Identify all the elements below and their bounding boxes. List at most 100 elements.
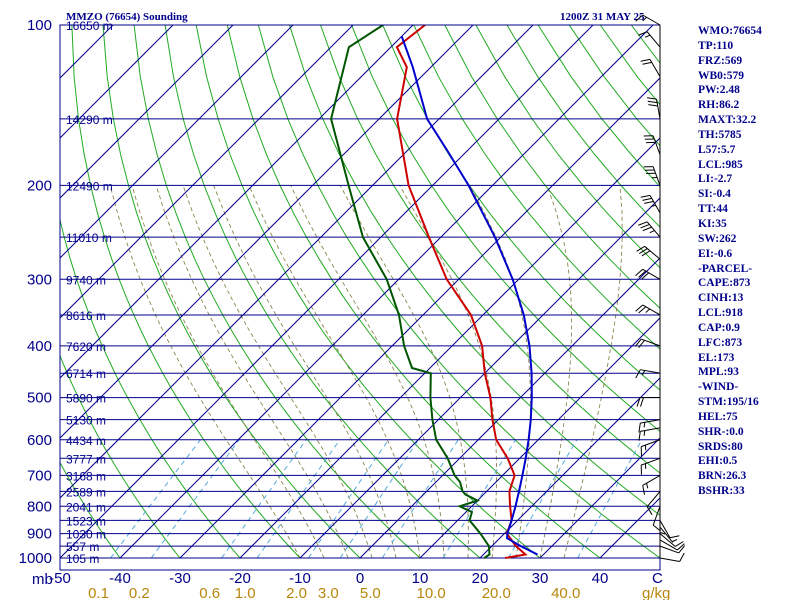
moist-adiabat [469,185,531,559]
index-item: -PARCEL- [698,262,753,275]
wind-barb-icon [635,369,661,379]
wind-barb-half-feather [645,34,651,38]
temperature-tick-label: 10 [412,570,429,587]
wind-barb-staff [640,419,661,424]
height-label: 2589 m [66,485,106,499]
isotherm [299,197,660,559]
wind-barb-staff [640,369,661,374]
isotherm [60,25,534,499]
wind-barb-half-feather [645,308,650,313]
wind-barb-feather [636,245,645,252]
temperature-tick-label: 30 [532,570,549,587]
index-item: RH:86.2 [698,99,740,112]
station-title: MMZO (76654) Sounding [66,11,188,23]
wind-barb-feather [642,226,652,232]
wind-barb-staff [659,545,679,554]
height-label: 9740 m [66,273,106,287]
mixing-ratio-line [150,439,240,559]
wind-barb-feather [635,14,644,22]
wind-barb-half-feather [649,230,655,234]
isotherm [60,25,174,139]
wind-barb-feather [635,304,644,312]
wind-barb-feather [638,221,648,226]
wind-barb-half-feather [643,430,646,436]
mixing-ratio-line [308,439,389,559]
index-item: CAP:0.9 [698,321,740,334]
height-label: 3777 m [66,452,106,466]
height-label: 12490 m [66,179,113,193]
index-item: LCL:985 [698,158,743,171]
isotherm [239,137,660,559]
wind-barb-staff [640,427,661,432]
isotherm [479,377,660,559]
wind-barb-feather [647,100,658,104]
wind-barb-icon [635,268,661,280]
mixing-ratio-tick-label: 1.0 [235,585,256,600]
height-label: 6714 m [66,367,106,381]
wind-barb-staff [652,506,661,526]
wind-barb-column [634,14,686,562]
wind-barb-feather [647,97,657,100]
wind-barb-icon [642,475,661,495]
temperature-tick-label: -20 [229,570,251,587]
wind-barb-icon [636,397,660,407]
wind-barb-icon [638,427,661,441]
wind-barb-icon [659,520,680,539]
pressure-tick-label: 100 [27,17,52,34]
height-label: 5130 m [66,414,106,428]
pressure-tick-label: 600 [27,432,52,449]
mixing-ratio-line [256,439,341,559]
wind-barb-staff [641,439,661,448]
dry-adiabat [71,25,301,559]
height-label: 14290 m [66,113,113,127]
wind-barb-feather [644,200,654,204]
temperature-tick-label: -40 [109,570,131,587]
wind-barb-feather [634,338,642,347]
dry-adiabat [164,25,481,559]
mixing-ratio-tick-label: 2.0 [286,585,307,600]
wind-barb-feather [646,506,653,516]
index-item: CAPE:873 [698,277,751,290]
height-label: 8616 m [66,309,106,323]
pressure-axis: 100 200 300 400 500 600 700 800 900 1000 [19,17,52,567]
temperature-tick-label: 0 [356,570,364,587]
wind-barb-feather [636,397,641,407]
wind-barb-feather [676,543,685,551]
moist-adiabat [290,185,445,559]
stability-indices-panel: WMO:76654 TP:110 FRZ:569 WB0:579 PW:2.48 RH:8… [698,24,798,499]
temperature-axis: -50 -40 -30 -20 -10 0 10 20 30 40 [49,570,608,587]
pressure-unit-label: mb [32,571,53,588]
index-item: SRDS:80 [698,440,743,453]
wind-barb-half-feather [646,483,649,489]
sounding-time: 1200Z 31 MAY 25 [560,11,645,23]
wind-barb-feather [638,306,647,314]
wind-barb-icon [636,245,661,260]
wind-barb-icon [659,526,678,543]
isotherm-lines [60,25,660,559]
wind-barb-feather [641,250,651,257]
wind-barb-icon [647,97,661,119]
mixing-ratio-axis: 0.1 0.2 0.6 1.0 2.0 3.0 5.0 10.0 20.0 40.0 [88,585,580,600]
wind-barb-feather [640,397,644,407]
index-item: LCL:918 [698,307,743,320]
mixing-ratio-line [442,439,517,559]
height-label: 1523 m [66,514,106,528]
height-label: 2041 m [66,500,106,514]
pressure-tick-label: 900 [27,526,52,543]
isotherm [60,25,294,259]
wind-barb-icon [640,194,661,213]
wind-barb-feather [679,552,685,562]
wind-barb-feather [669,535,680,539]
wind-barb-half-feather [650,204,656,208]
pressure-tick-label: 700 [27,467,52,484]
wind-barb-icon [646,491,661,516]
wind-barb-feather [638,31,648,36]
wind-barb-icon [638,31,661,48]
mixing-ratio-line [381,439,459,559]
index-item: TT:44 [698,203,728,216]
moist-adiabat [339,185,469,559]
wind-barb-half-feather [641,370,646,376]
mixing-ratio-tick-label: 0.6 [199,585,220,600]
wind-barb-half-feather [672,539,678,543]
moist-adiabat [539,185,573,559]
